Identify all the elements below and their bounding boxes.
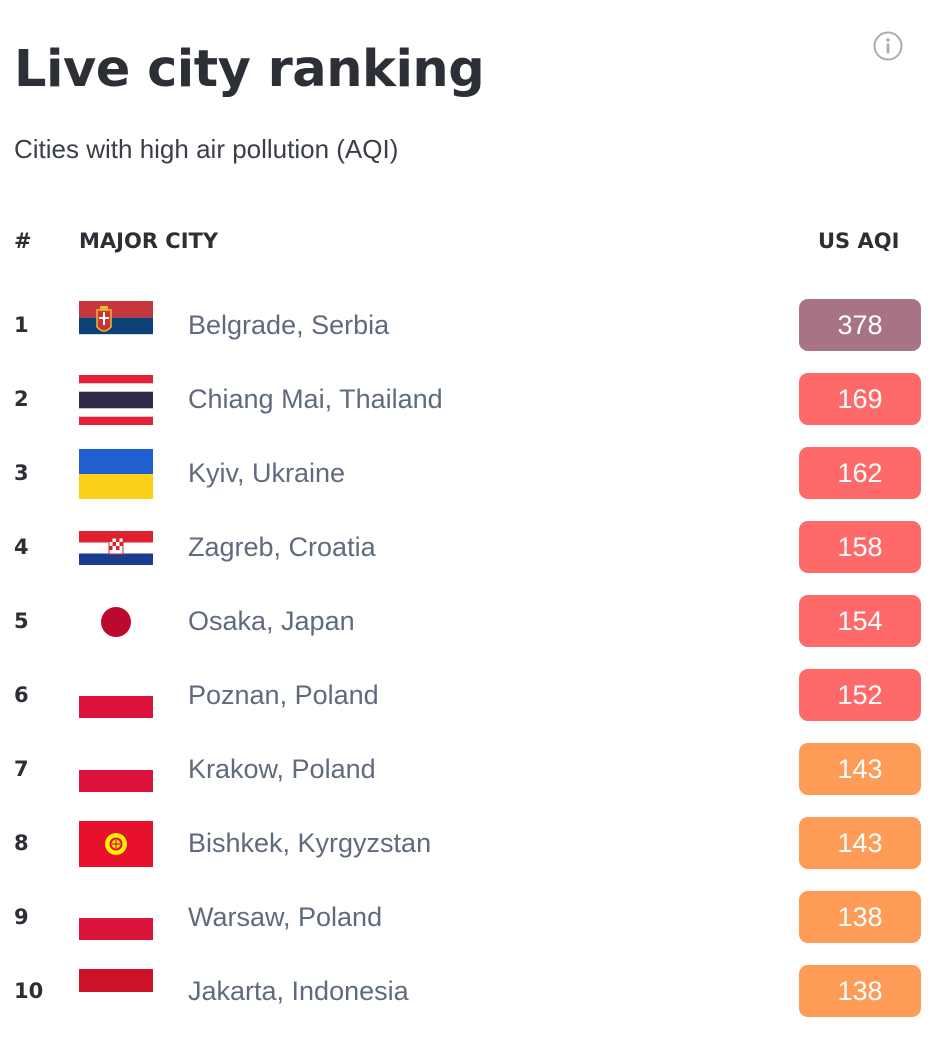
city-name[interactable]: Osaka, Japan [188, 606, 355, 636]
rank-number: 1 [14, 313, 29, 337]
city-column-header: MAJOR CITY [79, 229, 219, 253]
indonesia-flag-icon [79, 967, 153, 1017]
city-name[interactable]: Kyiv, Ukraine [188, 458, 346, 488]
poland-flag-icon [79, 893, 153, 943]
city-name[interactable]: Poznan, Poland [188, 680, 379, 710]
city-name[interactable]: Belgrade, Serbia [188, 310, 390, 340]
rank-number: 4 [14, 535, 29, 559]
ranking-row[interactable]: 8 Bishkek, Kyrgyzstan 143 [0, 806, 940, 880]
page-subtitle: Cities with high air pollution (AQI) [14, 134, 399, 164]
ranking-row[interactable]: 7 Krakow, Poland 143 [0, 732, 940, 806]
rank-number: 10 [14, 979, 44, 1003]
info-icon[interactable] [873, 31, 903, 61]
poland-flag-icon [79, 671, 153, 721]
rank-number: 7 [14, 757, 29, 781]
aqi-badge[interactable]: 143 [799, 817, 921, 869]
city-name[interactable]: Chiang Mai, Thailand [188, 384, 443, 414]
page-title: Live city ranking [14, 40, 485, 99]
aqi-badge[interactable]: 152 [799, 669, 921, 721]
aqi-badge[interactable]: 143 [799, 743, 921, 795]
kyrgyzstan-flag-icon [79, 819, 153, 869]
rank-column-header: # [14, 229, 32, 253]
ranking-row[interactable]: 9 Warsaw, Poland 138 [0, 880, 940, 954]
ukraine-flag-icon [79, 449, 153, 499]
city-name[interactable]: Bishkek, Kyrgyzstan [188, 828, 432, 858]
aqi-badge[interactable]: 169 [799, 373, 921, 425]
table-header: # MAJOR CITY US AQI [0, 226, 940, 256]
city-name[interactable]: Krakow, Poland [188, 754, 376, 784]
city-name[interactable]: Jakarta, Indonesia [188, 976, 409, 1006]
ranking-row[interactable]: 1 Belgrade, Serbia 378 [0, 288, 940, 362]
ranking-row[interactable]: 10 Jakarta, Indonesia 138 [0, 954, 940, 1028]
serbia-flag-icon [79, 301, 153, 351]
rank-number: 6 [14, 683, 29, 707]
aqi-badge[interactable]: 138 [799, 891, 921, 943]
city-name[interactable]: Zagreb, Croatia [188, 532, 376, 562]
japan-flag-icon [79, 597, 153, 647]
aqi-badge[interactable]: 162 [799, 447, 921, 499]
ranking-row[interactable]: 6 Poznan, Poland 152 [0, 658, 940, 732]
croatia-flag-icon [79, 523, 153, 573]
city-name[interactable]: Warsaw, Poland [188, 902, 383, 932]
aqi-badge[interactable]: 158 [799, 521, 921, 573]
rank-number: 8 [14, 831, 29, 855]
ranking-row[interactable]: 5 Osaka, Japan 154 [0, 584, 940, 658]
rank-number: 2 [14, 387, 29, 411]
thailand-flag-icon [79, 375, 153, 425]
ranking-row[interactable]: 2 Chiang Mai, Thailand 169 [0, 362, 940, 436]
ranking-row[interactable]: 4 Zagreb, Croatia 158 [0, 510, 940, 584]
rank-number: 3 [14, 461, 29, 485]
aqi-column-header: US AQI [818, 229, 900, 253]
rank-number: 9 [14, 905, 29, 929]
aqi-badge[interactable]: 154 [799, 595, 921, 647]
aqi-badge[interactable]: 378 [799, 299, 921, 351]
aqi-badge[interactable]: 138 [799, 965, 921, 1017]
poland-flag-icon [79, 745, 153, 795]
ranking-row[interactable]: 3 Kyiv, Ukraine 162 [0, 436, 940, 510]
rank-number: 5 [14, 609, 29, 633]
ranking-list: 1 Belgrade, Serbia 378 2 Chiang Mai, [0, 288, 940, 1028]
